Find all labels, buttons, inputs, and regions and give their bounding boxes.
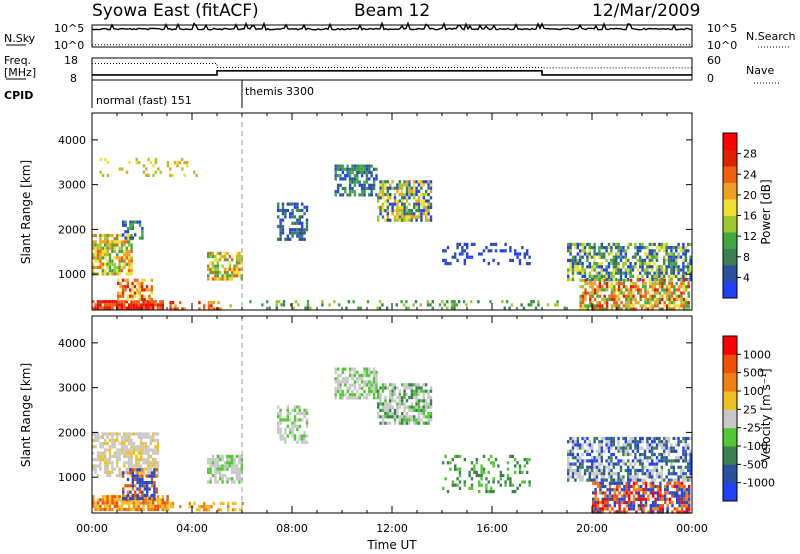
- colorbar-tick-label: 24: [743, 168, 757, 181]
- xtick-label: 08:00: [276, 522, 308, 535]
- echo-region-5: [207, 251, 243, 281]
- xaxis-label: Time UT: [366, 538, 417, 552]
- echo-region-9: [592, 481, 691, 514]
- nsky-panel: N.Sky 10^5 10^0 10^5 10^0 N.Search: [4, 21, 796, 52]
- colorbar-tick-label: 500: [743, 367, 764, 380]
- nsearch-label: N.Search: [746, 30, 796, 43]
- nsky-tick-top: 10^5: [54, 22, 84, 35]
- echo-region-6: [377, 383, 433, 425]
- nave-line: [92, 63, 692, 69]
- echo-region-10: [442, 242, 531, 266]
- colorbar-tick-label: 16: [743, 210, 757, 223]
- colorbar-tick-label: 1000: [743, 348, 771, 361]
- nsky-line: [91, 21, 693, 31]
- colorbar-tick-label: -500: [743, 458, 768, 471]
- echo-region-6: [169, 301, 232, 311]
- echo-region-11: [567, 242, 692, 282]
- cpid-panel: CPID normal (fast) 151 themis 3300: [4, 80, 314, 108]
- colorbar-tick-label: 4: [743, 271, 750, 284]
- power-colorbar-label: Power [dB]: [759, 179, 773, 244]
- velocity-colorbar-label: Velocity [m s⁻¹]: [759, 368, 773, 461]
- echo-region-3: [207, 454, 243, 484]
- echo-region-13: [249, 300, 566, 310]
- nsearch-tick-top: 10^5: [707, 22, 737, 35]
- echo-region-9: [377, 180, 433, 222]
- power-echo-field: [92, 157, 692, 311]
- echo-region-4: [277, 405, 309, 444]
- xtick-label: 00:00: [676, 522, 708, 535]
- nsky-label: N.Sky: [4, 32, 36, 45]
- echo-region-1: [92, 300, 164, 310]
- freq-tick-top: 18: [64, 54, 78, 67]
- nsky-series-line: [91, 21, 693, 46]
- colorbar-tick-label: 8: [743, 251, 750, 264]
- colorbar-tick-label: 20: [743, 189, 757, 202]
- power-ylabel: Slant Range [km]: [19, 160, 33, 264]
- echo-region-8: [567, 436, 692, 482]
- velocity-echo-field: [92, 367, 692, 514]
- echo-region-7: [442, 454, 531, 494]
- echo-region-7: [277, 202, 309, 241]
- xtick-label: 04:00: [176, 522, 208, 535]
- date-title: 12/Mar/2009: [592, 1, 700, 21]
- cpid-entry-0: normal (fast) 151: [96, 94, 192, 107]
- nsky-tick-bottom: 10^0: [54, 39, 84, 52]
- echo-region-8: [334, 164, 378, 197]
- ytick-label: 3000: [58, 179, 86, 192]
- ytick-label: 2000: [58, 223, 86, 236]
- xtick-label: 12:00: [376, 522, 408, 535]
- xtick-label: 00:00: [76, 522, 108, 535]
- freq-label: Freq.: [4, 54, 31, 67]
- echo-region-12: [579, 278, 690, 311]
- freq-panel: Freq. [MHz] 18 8 60 0 Nave: [4, 54, 780, 85]
- power-panel: 1000 2000 3000 4000 Slant Range [km] 4 8 12 16…: [19, 112, 773, 311]
- colorbar-tick-label: 28: [743, 148, 757, 161]
- cpid-label: CPID: [4, 89, 33, 102]
- freq-line: [92, 70, 692, 76]
- nsearch-tick-bottom: 10^0: [707, 39, 737, 52]
- velocity-colorbar: 1000 500 100 25 -25 -100 -500 -1000: [722, 335, 775, 502]
- echo-region-2: [117, 278, 153, 302]
- echo-region-4: [99, 157, 198, 177]
- echo-region-0: [92, 432, 160, 478]
- nave-tick-bottom: 0: [707, 72, 714, 85]
- velocity-panel: 1000 2000 3000 4000 00:00 04:00 08:00 12:00 16:…: [19, 315, 775, 552]
- freq-tick-bottom: 8: [70, 72, 77, 85]
- station-title: Syowa East (fitACF): [92, 1, 259, 21]
- echo-region-0: [92, 233, 133, 276]
- xtick-label: 20:00: [576, 522, 608, 535]
- ytick-label: 3000: [58, 382, 86, 395]
- nave-label: Nave: [746, 64, 774, 77]
- echo-region-2: [122, 468, 158, 501]
- freq-unit-label: [MHz]: [4, 66, 36, 79]
- xtick-label: 16:00: [476, 522, 508, 535]
- ytick-label: 4000: [58, 134, 86, 147]
- ytick-label: 4000: [58, 337, 86, 350]
- colorbar-tick-label: -25: [743, 422, 761, 435]
- ytick-label: 1000: [58, 471, 86, 484]
- power-colorbar: 4 8 12 16 20 24 28: [722, 132, 757, 299]
- colorbar-tick-label: 12: [743, 230, 757, 243]
- colorbar-tick-label: -100: [743, 440, 768, 453]
- ytick-label: 2000: [58, 426, 86, 439]
- colorbar-tick-label: -1000: [743, 477, 775, 490]
- nave-tick-top: 60: [707, 54, 721, 67]
- colorbar-tick-label: 25: [743, 403, 757, 416]
- velocity-ylabel: Slant Range [km]: [19, 363, 33, 467]
- echo-region-10: [167, 501, 244, 512]
- colorbar-tick-label: 100: [743, 385, 764, 398]
- echo-region-3: [122, 220, 144, 240]
- ytick-label: 1000: [58, 268, 86, 281]
- beam-title: Beam 12: [354, 1, 430, 21]
- echo-region-5: [334, 367, 378, 400]
- cpid-entry-1: themis 3300: [245, 85, 314, 98]
